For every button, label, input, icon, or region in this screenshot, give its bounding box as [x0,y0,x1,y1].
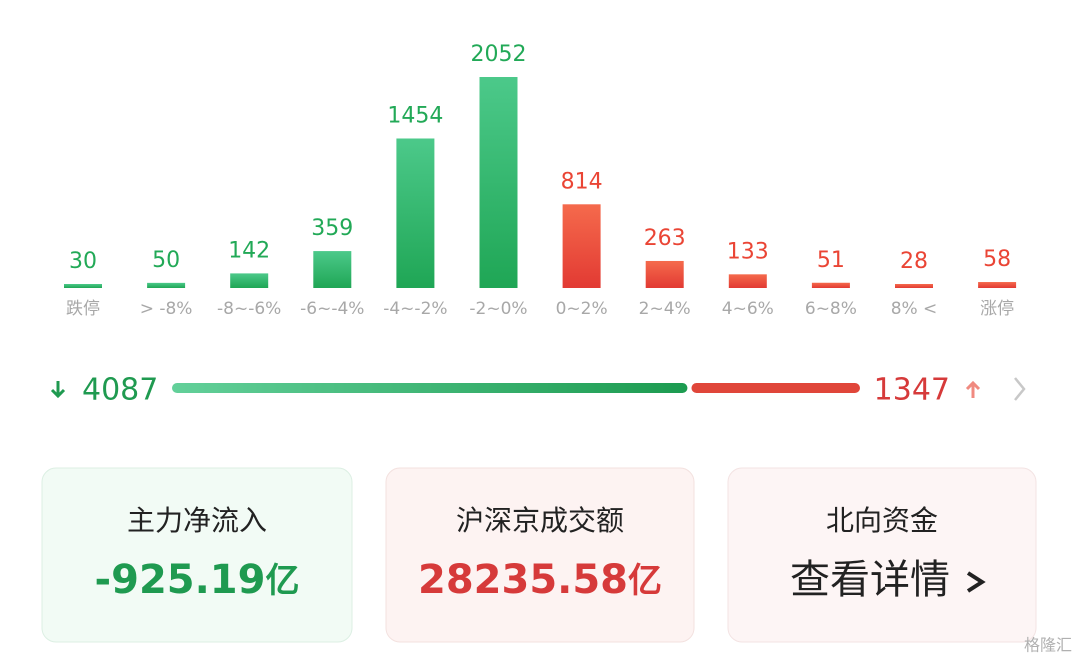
bar [230,273,269,288]
category-label: 6~8% [805,299,857,319]
value-label: 28 [900,249,928,274]
value-label: 142 [228,238,270,263]
card-title: 沪深京成交额 [456,504,624,537]
card-title: 主力净流入 [127,504,267,537]
card-value: 28235.58亿 [418,557,662,603]
bar [728,274,767,288]
card-value: -925.19亿 [95,557,300,603]
category-label: -8~-6% [217,299,281,319]
bar [645,260,684,288]
breadth-down [172,383,688,393]
category-label: 涨停 [980,299,1014,319]
bar [562,204,601,288]
value-label: 133 [727,239,769,264]
category-label: > -8% [140,299,193,319]
bar [313,251,352,288]
value-label: 30 [69,249,97,274]
value-label: 51 [817,248,845,273]
category-label: 4~6% [722,299,774,319]
bar [978,282,1017,288]
category-label: 8% < [891,299,938,319]
down-count: 4087 [82,373,158,408]
breadth-up [691,383,860,393]
category-label: -6~-4% [300,299,364,319]
unit-text: 亿 [628,561,662,601]
bar [811,282,850,288]
down-arrow [50,381,66,399]
category-label: -4~-2% [383,299,447,319]
value-label: 359 [311,216,353,241]
bar [479,77,518,288]
link-chevron[interactable] [966,571,986,593]
category-label: -2~0% [469,299,527,319]
unit-text: 亿 [265,561,299,601]
bar [396,138,435,288]
card-bg[interactable] [385,467,695,643]
up-arrow [965,380,981,398]
value-label: 58 [983,247,1011,272]
category-label: 0~2% [556,299,608,319]
card-title: 北向资金 [826,504,938,537]
category-label: 2~4% [639,299,691,319]
card-bg[interactable] [41,467,353,643]
value-text: 28235.58 [418,557,628,603]
up-count: 1347 [874,373,950,408]
bar [64,284,102,288]
bar [147,282,186,288]
category-label: 跌停 [66,299,100,319]
value-label: 814 [561,169,603,194]
value-label: 263 [644,226,686,251]
value-label: 2052 [471,42,527,67]
bar [895,284,933,288]
card-bg[interactable] [727,467,1037,643]
value-label: 1454 [387,103,443,128]
card-link[interactable]: 查看详情 [790,557,950,603]
more-chevron[interactable] [1014,377,1026,401]
value-text: -925.19 [95,557,266,603]
value-label: 50 [152,248,180,273]
watermark: 格隆汇 [1024,636,1072,655]
